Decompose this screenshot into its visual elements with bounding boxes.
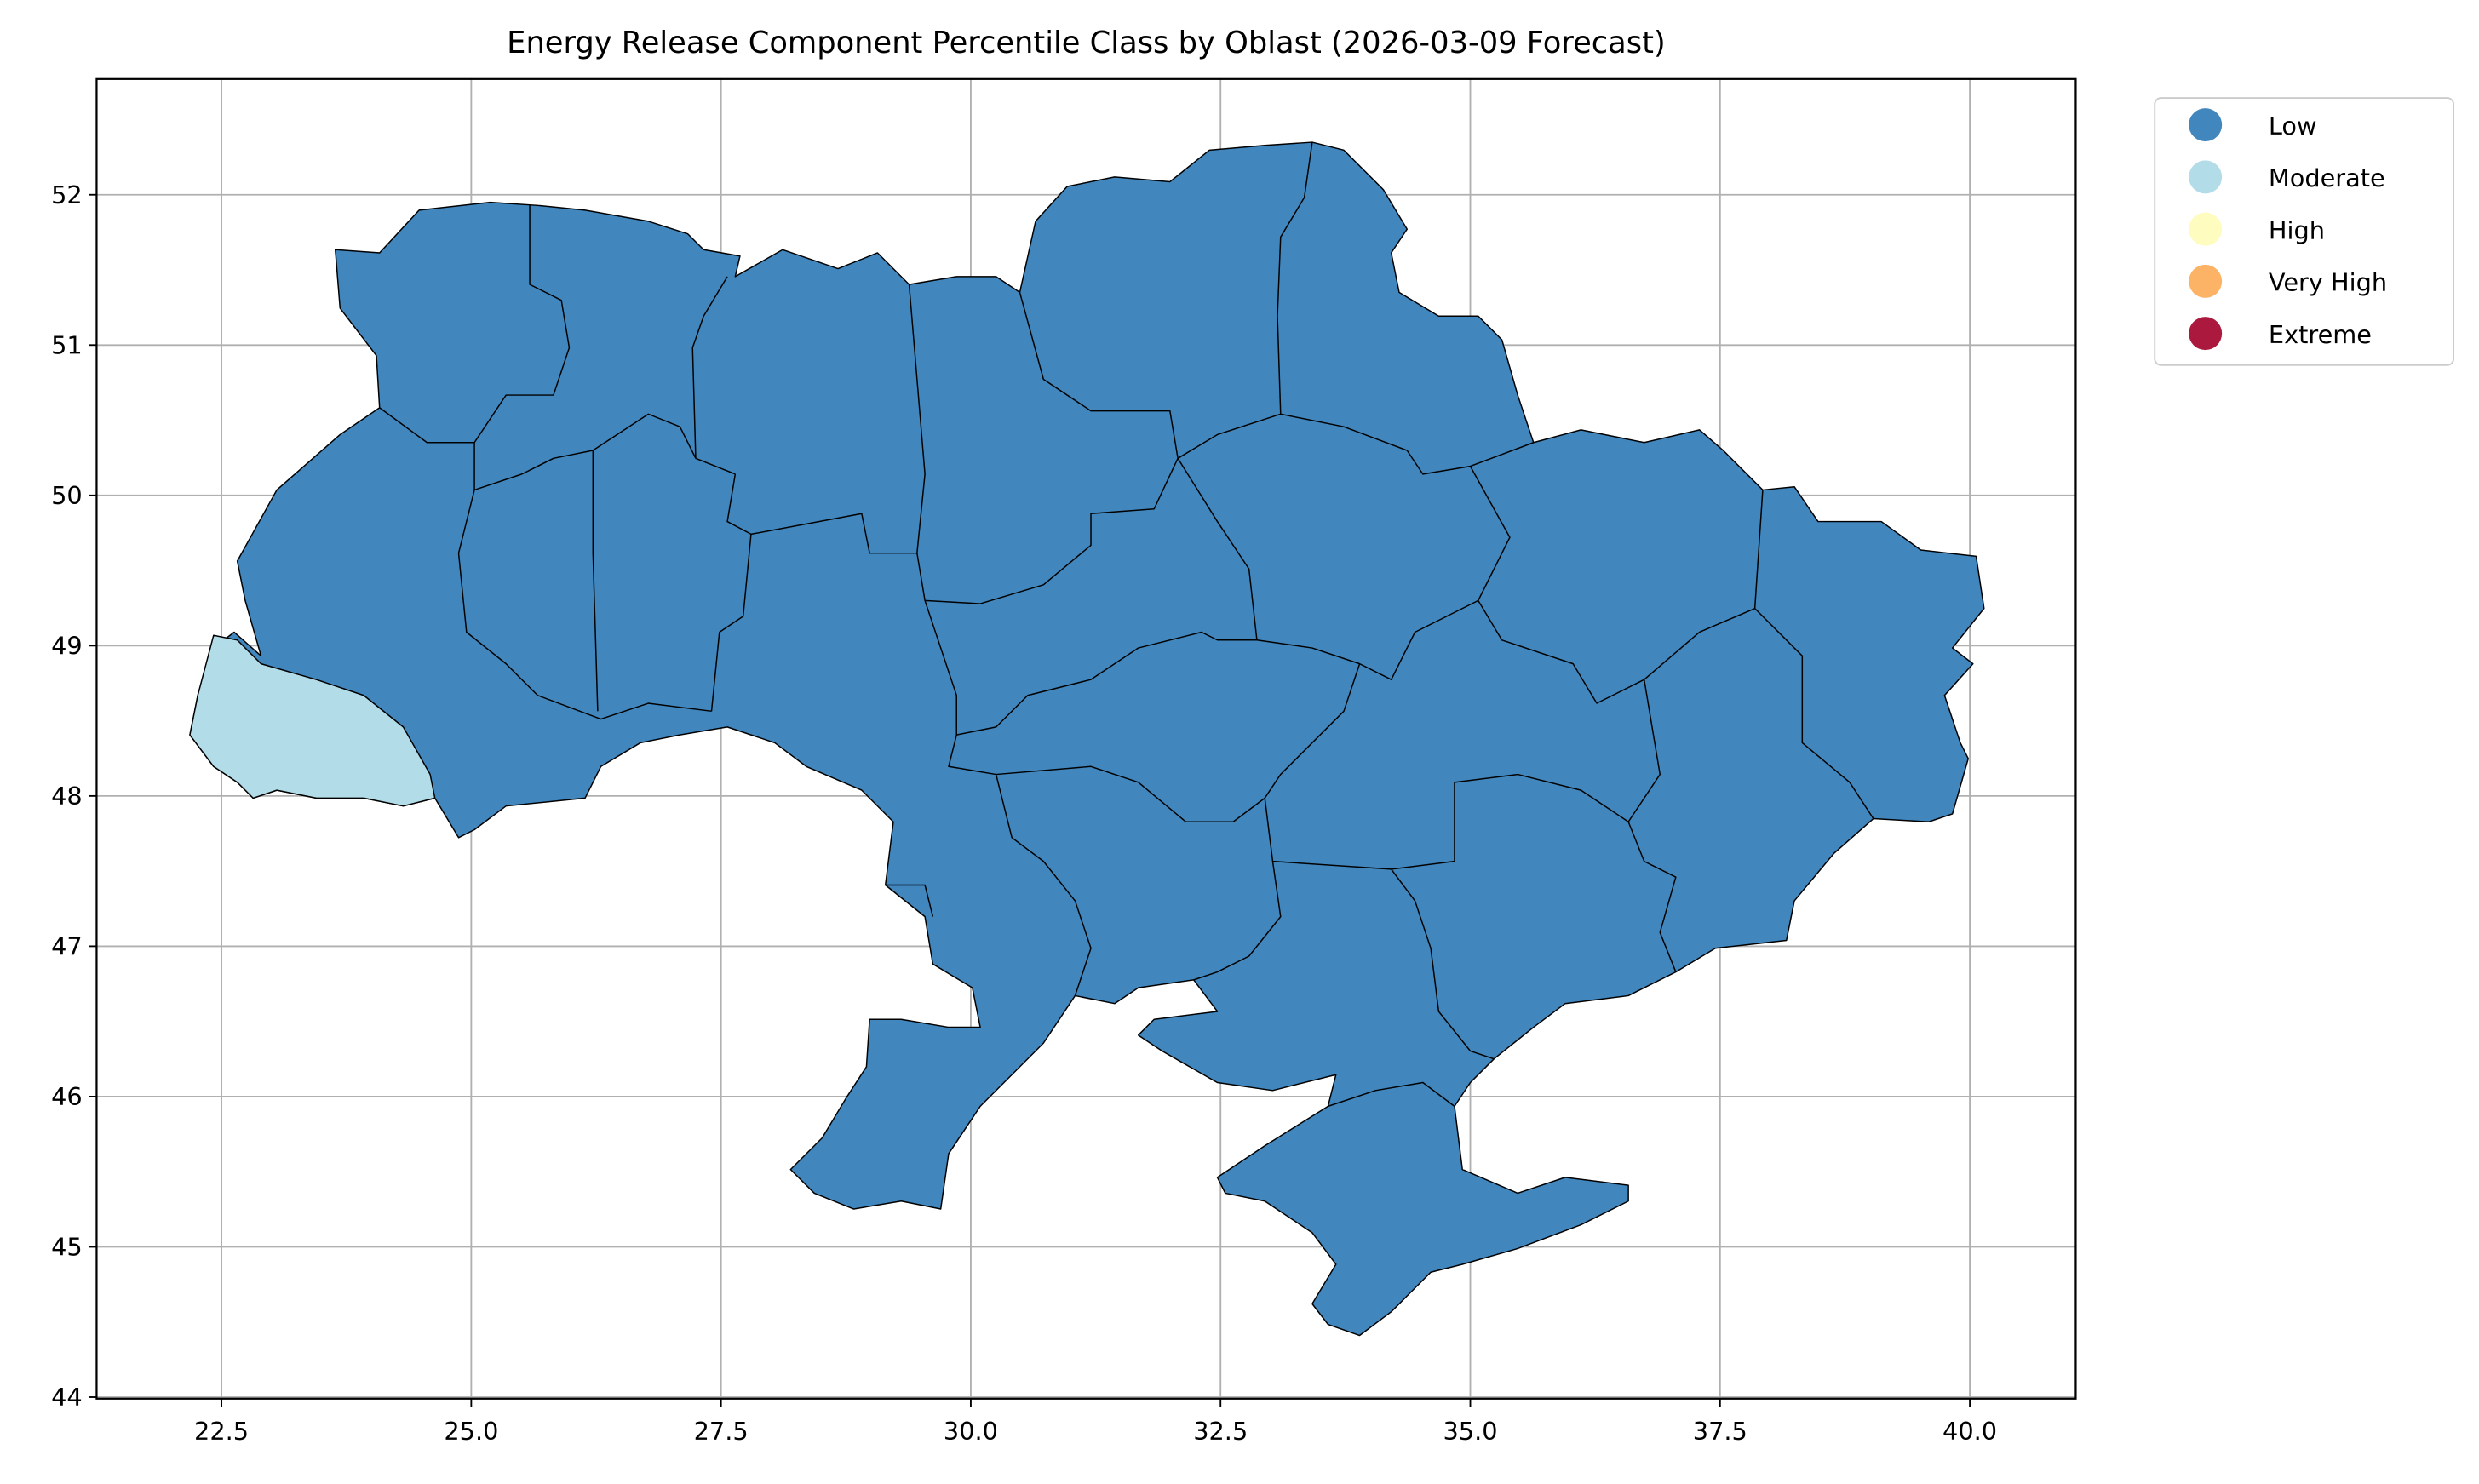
y-tick-label: 48 (51, 782, 83, 811)
legend-frame (2154, 97, 2455, 366)
x-tick-label: 40.0 (1942, 1417, 1997, 1446)
y-tick-label: 45 (51, 1233, 83, 1262)
oblast-borders (379, 141, 1874, 1108)
legend-marker (2189, 108, 2223, 142)
chart-title: Energy Release Component Percentile Clas… (507, 26, 1666, 60)
legend-marker (2189, 212, 2223, 246)
x-tick-label: 32.5 (1193, 1417, 1248, 1446)
y-tick-label: 51 (51, 330, 83, 359)
legend-marker (2189, 160, 2223, 194)
plot-frame (95, 77, 2077, 1400)
legend-label: Moderate (2269, 163, 2385, 192)
legend-marker (2189, 317, 2223, 351)
legend-label: Extreme (2269, 320, 2372, 349)
legend-label: High (2269, 215, 2325, 244)
y-tick-label: 44 (51, 1383, 83, 1412)
axes: 22.5 25.0 27.5 30.0 32.5 35.0 37.5 40.0 44 45 46 47… (51, 180, 1997, 1446)
legend-marker (2189, 264, 2223, 298)
x-tick-label: 22.5 (194, 1417, 249, 1446)
low-oblasts (189, 141, 1985, 1337)
moderate-oblast (189, 634, 436, 807)
map (189, 141, 1985, 1337)
x-tick-label: 30.0 (944, 1417, 998, 1446)
y-tick-label: 50 (51, 481, 83, 510)
y-tick-label: 46 (51, 1082, 83, 1111)
legend-label: Very High (2269, 268, 2387, 297)
y-tick-label: 52 (51, 180, 83, 209)
legend: Low Moderate High Very High Extreme (2154, 97, 2455, 366)
x-tick-label: 35.0 (1443, 1417, 1497, 1446)
x-tick-label: 37.5 (1693, 1417, 1747, 1446)
x-tick-label: 25.0 (444, 1417, 498, 1446)
x-tick-label: 27.5 (694, 1417, 749, 1446)
legend-label: Low (2269, 112, 2317, 140)
y-tick-label: 49 (51, 632, 83, 661)
y-tick-label: 47 (51, 932, 83, 961)
